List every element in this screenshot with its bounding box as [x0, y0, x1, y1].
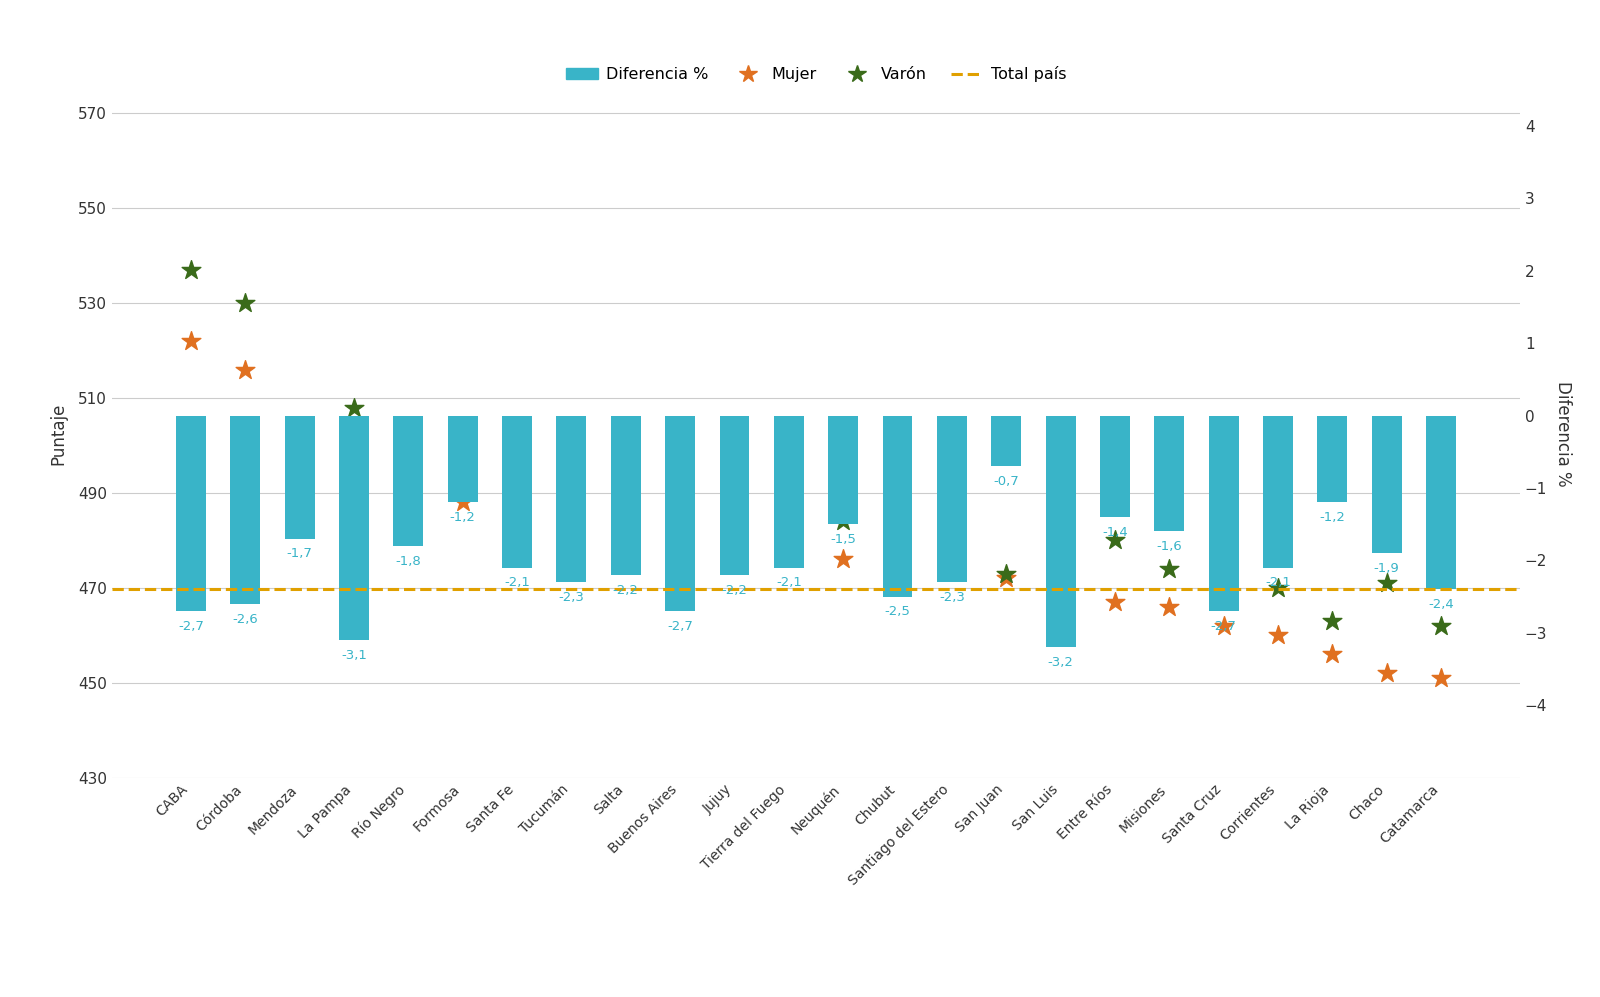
Bar — [502, 416, 533, 567]
Point — [1266, 580, 1291, 596]
Text: -2,7: -2,7 — [178, 620, 203, 633]
Bar — [883, 416, 912, 596]
Point — [504, 527, 530, 543]
Text: -1,2: -1,2 — [1320, 511, 1346, 524]
Bar — [1317, 416, 1347, 502]
Point — [994, 570, 1019, 586]
Text: -2,2: -2,2 — [722, 583, 747, 596]
Text: -2,7: -2,7 — [667, 620, 693, 633]
Bar — [394, 416, 424, 546]
Point — [667, 481, 693, 497]
Text: -3,2: -3,2 — [1048, 656, 1074, 669]
Point — [885, 499, 910, 515]
Text: -1,9: -1,9 — [1374, 562, 1400, 575]
Point — [232, 362, 258, 378]
Bar — [176, 416, 206, 611]
Text: -2,1: -2,1 — [776, 576, 802, 589]
Bar — [1208, 416, 1238, 611]
Text: -3,1: -3,1 — [341, 649, 366, 662]
Text: -2,3: -2,3 — [939, 591, 965, 604]
Bar — [829, 416, 858, 524]
Point — [722, 485, 747, 500]
Bar — [774, 416, 803, 567]
Text: -2,2: -2,2 — [613, 583, 638, 596]
Text: -2,1: -2,1 — [1266, 576, 1291, 589]
Text: -1,5: -1,5 — [830, 533, 856, 546]
Bar — [1262, 416, 1293, 567]
Bar — [1154, 416, 1184, 531]
Point — [1320, 646, 1346, 662]
Text: -1,6: -1,6 — [1157, 540, 1182, 553]
Point — [776, 546, 802, 562]
Bar — [720, 416, 749, 575]
Bar — [666, 416, 694, 611]
Point — [558, 527, 584, 543]
Point — [830, 551, 856, 567]
Bar — [611, 416, 640, 575]
Point — [776, 490, 802, 505]
Point — [939, 508, 965, 524]
Bar — [1099, 416, 1130, 517]
Point — [1429, 618, 1454, 634]
Y-axis label: Diferencia %: Diferencia % — [1554, 381, 1573, 487]
Point — [286, 419, 312, 435]
Point — [1374, 665, 1400, 681]
Point — [1048, 513, 1074, 529]
Point — [994, 565, 1019, 581]
Point — [939, 561, 965, 577]
Text: -2,7: -2,7 — [1211, 620, 1237, 633]
Bar — [339, 416, 370, 640]
Legend: Diferencia %, Mujer, Varón, Total país: Diferencia %, Mujer, Varón, Total país — [560, 60, 1072, 89]
Text: -1,8: -1,8 — [395, 554, 421, 567]
Point — [558, 471, 584, 487]
Point — [341, 400, 366, 416]
Bar — [1426, 416, 1456, 589]
Bar — [992, 416, 1021, 467]
Bar — [1046, 416, 1075, 647]
Point — [1211, 618, 1237, 634]
Text: -2,6: -2,6 — [232, 612, 258, 625]
Point — [667, 537, 693, 553]
Point — [1102, 594, 1128, 610]
Point — [395, 452, 421, 468]
Point — [1157, 561, 1182, 577]
Point — [450, 476, 475, 492]
Point — [1102, 532, 1128, 548]
Text: -1,7: -1,7 — [286, 547, 312, 560]
Point — [722, 542, 747, 558]
Point — [450, 495, 475, 510]
Text: -0,7: -0,7 — [994, 475, 1019, 488]
Point — [395, 495, 421, 510]
Bar — [285, 416, 315, 538]
Point — [341, 485, 366, 500]
Point — [1266, 627, 1291, 643]
Point — [613, 481, 638, 497]
Bar — [938, 416, 966, 582]
Point — [504, 476, 530, 492]
Point — [830, 513, 856, 529]
Point — [1374, 575, 1400, 591]
Point — [1211, 556, 1237, 572]
Bar — [1371, 416, 1402, 553]
Point — [613, 532, 638, 548]
Text: -2,5: -2,5 — [885, 605, 910, 618]
Point — [885, 551, 910, 567]
Point — [1320, 613, 1346, 629]
Bar — [557, 416, 586, 582]
Point — [178, 262, 203, 278]
Text: -1,4: -1,4 — [1102, 525, 1128, 538]
Point — [232, 295, 258, 311]
Y-axis label: Puntaje: Puntaje — [50, 403, 67, 465]
Text: -1,2: -1,2 — [450, 511, 475, 524]
Text: -2,4: -2,4 — [1429, 598, 1454, 611]
Text: -2,3: -2,3 — [558, 591, 584, 604]
Point — [286, 481, 312, 497]
Point — [1429, 670, 1454, 686]
Point — [1048, 589, 1074, 605]
Text: -2,1: -2,1 — [504, 576, 530, 589]
Bar — [230, 416, 261, 604]
Point — [178, 333, 203, 349]
Bar — [448, 416, 478, 502]
Point — [1157, 599, 1182, 615]
